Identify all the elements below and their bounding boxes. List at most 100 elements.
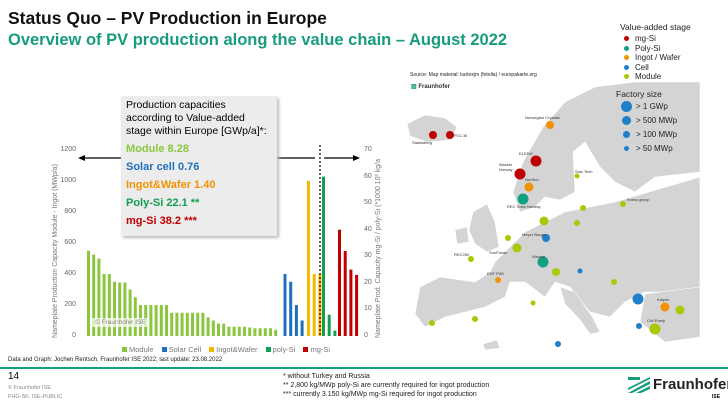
factory-dot[interactable] [468,256,474,262]
bar-module [92,254,96,336]
size-legend-item: > 1 GWp [620,100,691,114]
factory-dot[interactable] [539,216,549,226]
classification: FHG-SK: ISE-PUBLIC [8,394,63,400]
bar-ingot-wafer [307,181,310,336]
factory-dot[interactable] [649,323,661,335]
factory-dot[interactable] [530,300,536,306]
ireland-shape [454,226,470,245]
bar-module [269,328,272,336]
legend-item: Module [122,345,154,354]
factory-dot[interactable] [611,279,617,285]
factory-dot[interactable] [517,193,529,205]
stage-legend-title: Value-added stage [620,22,691,32]
y-tick-label: 600 [64,239,76,246]
footer-divider [0,367,728,369]
continent-shape [414,176,700,328]
y-axis-title: Nameplate Production Capacity Module - I… [52,164,59,338]
bar-poly-si [327,314,331,336]
factory-dot[interactable] [446,131,454,139]
map-label: RECOM [454,252,469,257]
bar-module [113,281,116,336]
map-label: Stakksberg [412,140,433,145]
bar-module [206,317,210,336]
map-label: Meyer Burger [522,232,547,237]
bar-module [211,320,215,336]
factory-dot[interactable] [632,293,644,305]
map-label: Kness group [627,197,650,202]
bar-module [217,323,220,336]
fraunhofer-logo: Fraunhofer [628,376,728,393]
factory-dot[interactable] [495,277,501,283]
y-tick-label: 1200 [60,146,76,153]
factory-dot[interactable] [675,305,685,315]
factory-dot[interactable] [574,173,580,179]
bar-module [165,305,168,336]
factory-dot[interactable] [542,234,550,242]
data-caption: Data and Graph: Jochen Rentsch, Fraunhof… [8,357,223,363]
italy-shape [559,286,601,335]
bar-module [128,289,132,336]
y2-tick-label: 70 [364,146,372,153]
factory-dot[interactable] [555,341,561,347]
bar-module [118,282,122,336]
bar-module [227,326,231,336]
bar-module [87,250,90,336]
factory-dot[interactable] [636,323,642,329]
bar-ingot-wafer [312,274,316,336]
factory-dot[interactable] [429,320,435,326]
y-tick-label: 800 [64,208,76,215]
legend-item: Ingot&Wafer [209,345,258,354]
map-source: Source: Map material: kartoxjm (fotolia)… [410,72,537,78]
factory-dot[interactable] [512,243,522,253]
copyright: © Fraunhofer ISE [8,385,51,391]
ingot-capacity: Ingot&Wafer 1.40 [126,179,216,191]
y-tick-label: 1000 [60,177,76,184]
y2-tick-label: 10 [364,305,372,313]
map-label: NorSun [525,177,539,182]
factory-dot[interactable] [514,168,526,180]
factory-dot[interactable] [505,235,511,241]
factory-dot[interactable] [574,220,580,226]
stage-legend-item: Cell [620,63,691,73]
bar-solar-cell [300,320,304,336]
module-capacity: Module 8.28 [126,143,189,155]
page-title: Status Quo – PV Production in Europe [8,8,327,28]
logo-sub: ISE [712,394,721,400]
scandinavia-shape [512,82,700,213]
page-subtitle: Overview of PV production along the valu… [8,31,508,49]
factory-dot[interactable] [552,268,560,276]
map-label: SunPower [489,250,508,255]
map-label: Salo Tech [575,169,593,174]
bar-module [222,323,226,336]
bar-module [248,327,252,336]
y2-tick-label: 30 [364,252,372,260]
bar-module [97,258,101,336]
stage-legend-item: Module [620,72,691,82]
y2-tick-label: 0 [364,332,368,339]
poly-capacity: Poly-Si 22.1 ** [126,197,200,209]
bar-module [274,329,278,336]
factory-dot[interactable] [577,268,583,274]
bar-module [159,305,163,336]
factory-dot[interactable] [530,155,542,167]
factory-dot[interactable] [660,302,670,312]
factory-dot[interactable] [524,182,534,192]
factory-dot[interactable] [537,256,549,268]
bar-module [102,274,106,336]
cell-capacity: Solar cell 0.76 [126,161,200,173]
bar-module [263,328,267,336]
britain-shape [468,203,500,253]
map-label: CW Enerji [647,318,666,323]
y-tick-label: 200 [64,301,76,308]
bar-module [237,326,241,336]
factory-dot[interactable] [620,201,626,207]
map-legend: Value-added stage mg-Si Poly-Si Ingot / Wa… [616,22,691,156]
factory-dot[interactable] [580,205,586,211]
factory-dot[interactable] [546,121,554,129]
map-label: PCC BI [454,133,468,138]
factory-dot[interactable] [472,316,478,322]
stage-legend-item: Ingot / Wafer [620,53,691,63]
chart-legend: Module Solar Cell Ingot&Wafer poly-Si mg-Si [122,345,330,354]
factory-dot[interactable] [429,131,437,139]
sicily-shape [482,339,501,351]
